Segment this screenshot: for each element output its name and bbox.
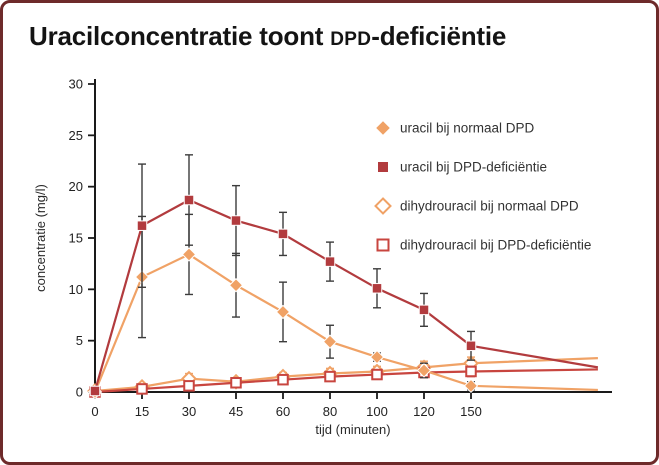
- chart-series: [87, 154, 599, 400]
- x-tick-label: 80: [323, 404, 337, 419]
- y-tick-label: 0: [76, 385, 83, 400]
- x-tick-label: 150: [460, 404, 482, 419]
- legend-marker: [376, 238, 390, 252]
- data-point-marker: [136, 220, 148, 231]
- data-point-marker: [89, 385, 101, 397]
- series-line: [94, 357, 598, 393]
- y-axis-label: concentratie (mg/l): [33, 184, 48, 292]
- data-point-marker: [228, 278, 244, 293]
- legend-marker: [374, 119, 392, 137]
- data-point-marker: [322, 334, 338, 349]
- legend-item-dihydrouracil-bij-normaal-dpd: dihydrouracil bij normaal DPD: [374, 197, 579, 215]
- data-point-marker: [465, 365, 477, 378]
- data-point-marker: [230, 377, 242, 389]
- data-point-marker: [465, 340, 477, 352]
- data-point-marker: [416, 363, 432, 378]
- title-pre: Uracilconcentratie toont: [29, 21, 331, 51]
- x-tick-label: 45: [229, 404, 243, 419]
- legend-label: uracil bij DPD-deficiëntie: [400, 160, 547, 175]
- data-point-marker: [463, 378, 479, 394]
- legend-item-dihydrouracil-bij-dpd-defici-ntie: dihydrouracil bij DPD-deficiëntie: [376, 238, 591, 253]
- chart-svg: 0 5 10 15 20 25 30 0 15 30 45 60 80 100 120 150 uracil …: [33, 77, 612, 437]
- data-point-marker: [181, 247, 197, 262]
- legend-marker: [377, 161, 389, 173]
- chart-legend: uracil bij normaal DPD uracil bij DPD-def…: [374, 119, 591, 253]
- legend-item-uracil-bij-normaal-dpd: uracil bij normaal DPD: [374, 119, 535, 137]
- data-point-marker: [277, 373, 289, 386]
- legend-marker: [374, 197, 392, 215]
- data-point-marker: [183, 380, 195, 392]
- legend-label: dihydrouracil bij DPD-deficiëntie: [400, 238, 591, 253]
- data-point-marker: [324, 370, 336, 383]
- x-tick-label: 15: [135, 404, 149, 419]
- title-smallcaps: DPD: [330, 29, 372, 50]
- legend-label: dihydrouracil bij normaal DPD: [400, 199, 579, 214]
- concentration-chart: 0 5 10 15 20 25 30 0 15 30 45 60 80 100 120 150 uracil …: [29, 62, 632, 459]
- y-tick-label: 20: [69, 179, 83, 194]
- page-title: Uracilconcentratie toont DPD-deficiëntie: [29, 21, 632, 52]
- data-point-marker: [324, 256, 336, 267]
- y-tick-label: 15: [69, 231, 83, 246]
- x-tick-label: 30: [182, 404, 196, 419]
- x-tick-label: 60: [276, 404, 290, 419]
- series-line: [93, 198, 599, 392]
- series-line: [94, 368, 598, 394]
- series-uracil-bij-normaal-dpd: [87, 213, 598, 400]
- x-tick-label: 0: [91, 404, 98, 419]
- data-point-marker: [371, 283, 383, 294]
- data-point-marker: [275, 304, 291, 320]
- data-point-marker: [230, 215, 242, 226]
- data-point-marker: [369, 349, 385, 365]
- data-point-marker: [136, 383, 148, 395]
- y-tick-label: 10: [69, 282, 83, 297]
- y-tick-label: 25: [69, 128, 83, 143]
- x-tick-label: 100: [366, 404, 388, 419]
- chart-axes: 0 5 10 15 20 25 30 0 15 30 45 60 80 100 120 150: [69, 77, 612, 419]
- data-point-marker: [418, 304, 430, 316]
- legend-item-uracil-bij-dpd-defici-ntie: uracil bij DPD-deficiëntie: [377, 160, 547, 175]
- y-tick-label: 30: [69, 77, 83, 92]
- y-tick-label: 5: [76, 333, 83, 348]
- data-point-marker: [371, 368, 383, 381]
- data-point-marker: [183, 194, 195, 206]
- series-uracil-bij-dpd-defici-ntie: [89, 154, 599, 397]
- x-tick-label: 120: [413, 404, 435, 419]
- title-post: -deficiëntie: [371, 21, 507, 51]
- data-point-marker: [277, 228, 289, 240]
- x-axis-label: tijd (minuten): [315, 422, 390, 437]
- legend-label: uracil bij normaal DPD: [400, 121, 535, 136]
- series-line: [93, 253, 598, 393]
